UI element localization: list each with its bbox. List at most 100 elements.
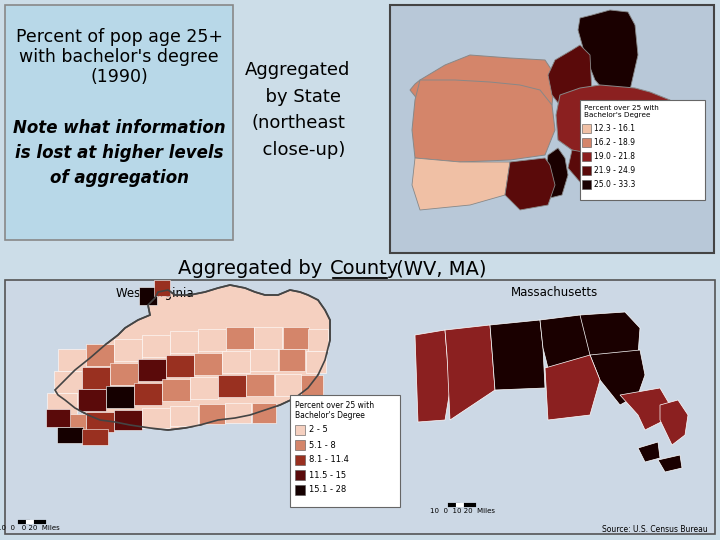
Bar [295, 440, 305, 450]
Text: Note what information
is lost at higher levels
of aggregation: Note what information is lost at higher … [13, 119, 225, 187]
Text: Percent over 25 with
Bachelor's Degree: Percent over 25 with Bachelor's Degree [584, 105, 659, 118]
Bar [5, 280, 715, 534]
Bar [86, 344, 114, 366]
Text: 10  0  10 20  Miles: 10 0 10 20 Miles [430, 508, 495, 514]
Text: 25.0 - 33.3: 25.0 - 33.3 [594, 180, 635, 189]
Bar [82, 429, 108, 445]
Bar [190, 377, 218, 399]
Bar [170, 406, 198, 426]
Text: 19.0 - 21.8: 19.0 - 21.8 [594, 152, 635, 161]
Polygon shape [548, 45, 592, 112]
Text: 16.2 - 18.9: 16.2 - 18.9 [594, 138, 635, 147]
Bar [582, 180, 591, 189]
Bar [582, 124, 591, 133]
Bar [162, 379, 190, 401]
Polygon shape [568, 150, 630, 185]
Bar [295, 485, 305, 495]
Bar [47, 393, 77, 415]
Bar [170, 331, 198, 353]
Polygon shape [556, 85, 680, 162]
Bar [110, 363, 138, 385]
Bar [295, 455, 305, 465]
Text: 10  0   0 20  Miles: 10 0 0 20 Miles [0, 525, 59, 531]
Polygon shape [638, 442, 660, 462]
Bar [142, 408, 170, 428]
Polygon shape [578, 10, 638, 100]
Bar [582, 138, 591, 147]
Bar [279, 349, 305, 371]
Bar [308, 329, 328, 351]
Bar [166, 355, 194, 377]
Polygon shape [540, 315, 610, 370]
Text: Aggregated
  by State
(northeast
  close-up): Aggregated by State (northeast close-up) [246, 62, 351, 159]
Text: Aggregated by: Aggregated by [178, 260, 328, 279]
Polygon shape [590, 350, 645, 405]
Bar [57, 427, 83, 443]
Bar [226, 327, 254, 349]
Bar [139, 287, 157, 305]
Bar [252, 403, 276, 423]
Text: (1990): (1990) [90, 68, 148, 86]
Text: 8.1 - 11.4: 8.1 - 11.4 [309, 456, 349, 464]
Text: with bachelor's degree: with bachelor's degree [19, 48, 219, 66]
Bar [246, 374, 274, 396]
Polygon shape [55, 285, 330, 430]
Bar [199, 404, 225, 424]
Polygon shape [410, 55, 555, 120]
Bar [134, 383, 162, 405]
Polygon shape [545, 148, 568, 198]
Text: County: County [330, 260, 400, 279]
Text: (WV, MA): (WV, MA) [390, 260, 487, 279]
Polygon shape [412, 80, 555, 162]
Bar [194, 353, 222, 375]
Bar [225, 403, 251, 423]
Polygon shape [620, 388, 670, 430]
Polygon shape [658, 455, 682, 472]
Bar [106, 386, 134, 408]
Bar [580, 100, 705, 200]
Bar [283, 327, 309, 349]
Bar [290, 395, 400, 507]
Text: Source: U.S. Census Bureau: Source: U.S. Census Bureau [602, 525, 708, 535]
Bar [582, 152, 591, 161]
Bar [138, 359, 166, 381]
Bar [295, 425, 305, 435]
Text: Percent over 25 with
Bachelor's Degree: Percent over 25 with Bachelor's Degree [295, 401, 374, 421]
Bar [390, 5, 714, 253]
Polygon shape [545, 355, 600, 420]
Bar [78, 389, 106, 411]
Text: 15.1 - 28: 15.1 - 28 [309, 485, 346, 495]
Text: 2 - 5: 2 - 5 [309, 426, 328, 435]
Bar [222, 351, 250, 373]
Text: Massachusetts: Massachusetts [511, 287, 598, 300]
Bar [154, 280, 170, 296]
Polygon shape [580, 312, 640, 368]
Text: 11.5 - 15: 11.5 - 15 [309, 470, 346, 480]
Bar [5, 5, 233, 240]
Polygon shape [505, 158, 555, 210]
Bar [250, 349, 278, 371]
Bar [54, 371, 82, 393]
Bar [254, 327, 282, 349]
Bar [198, 329, 226, 351]
Bar [46, 409, 70, 427]
Bar [58, 349, 86, 371]
Bar [86, 412, 114, 432]
Bar [295, 470, 305, 480]
Bar [275, 374, 301, 396]
Text: 21.9 - 24.9: 21.9 - 24.9 [594, 166, 635, 175]
Bar [218, 375, 246, 397]
Bar [582, 166, 591, 175]
Bar [114, 339, 142, 361]
Bar [301, 375, 323, 397]
Bar [114, 410, 142, 430]
Text: 5.1 - 8: 5.1 - 8 [309, 441, 336, 449]
Bar [82, 367, 110, 389]
Polygon shape [490, 320, 545, 390]
Text: 12.3 - 16.1: 12.3 - 16.1 [594, 124, 635, 133]
Polygon shape [445, 325, 495, 420]
Text: West Virginia: West Virginia [116, 287, 194, 300]
Polygon shape [412, 158, 510, 210]
Bar [306, 351, 326, 373]
Text: Percent of pop age 25+: Percent of pop age 25+ [16, 28, 222, 46]
